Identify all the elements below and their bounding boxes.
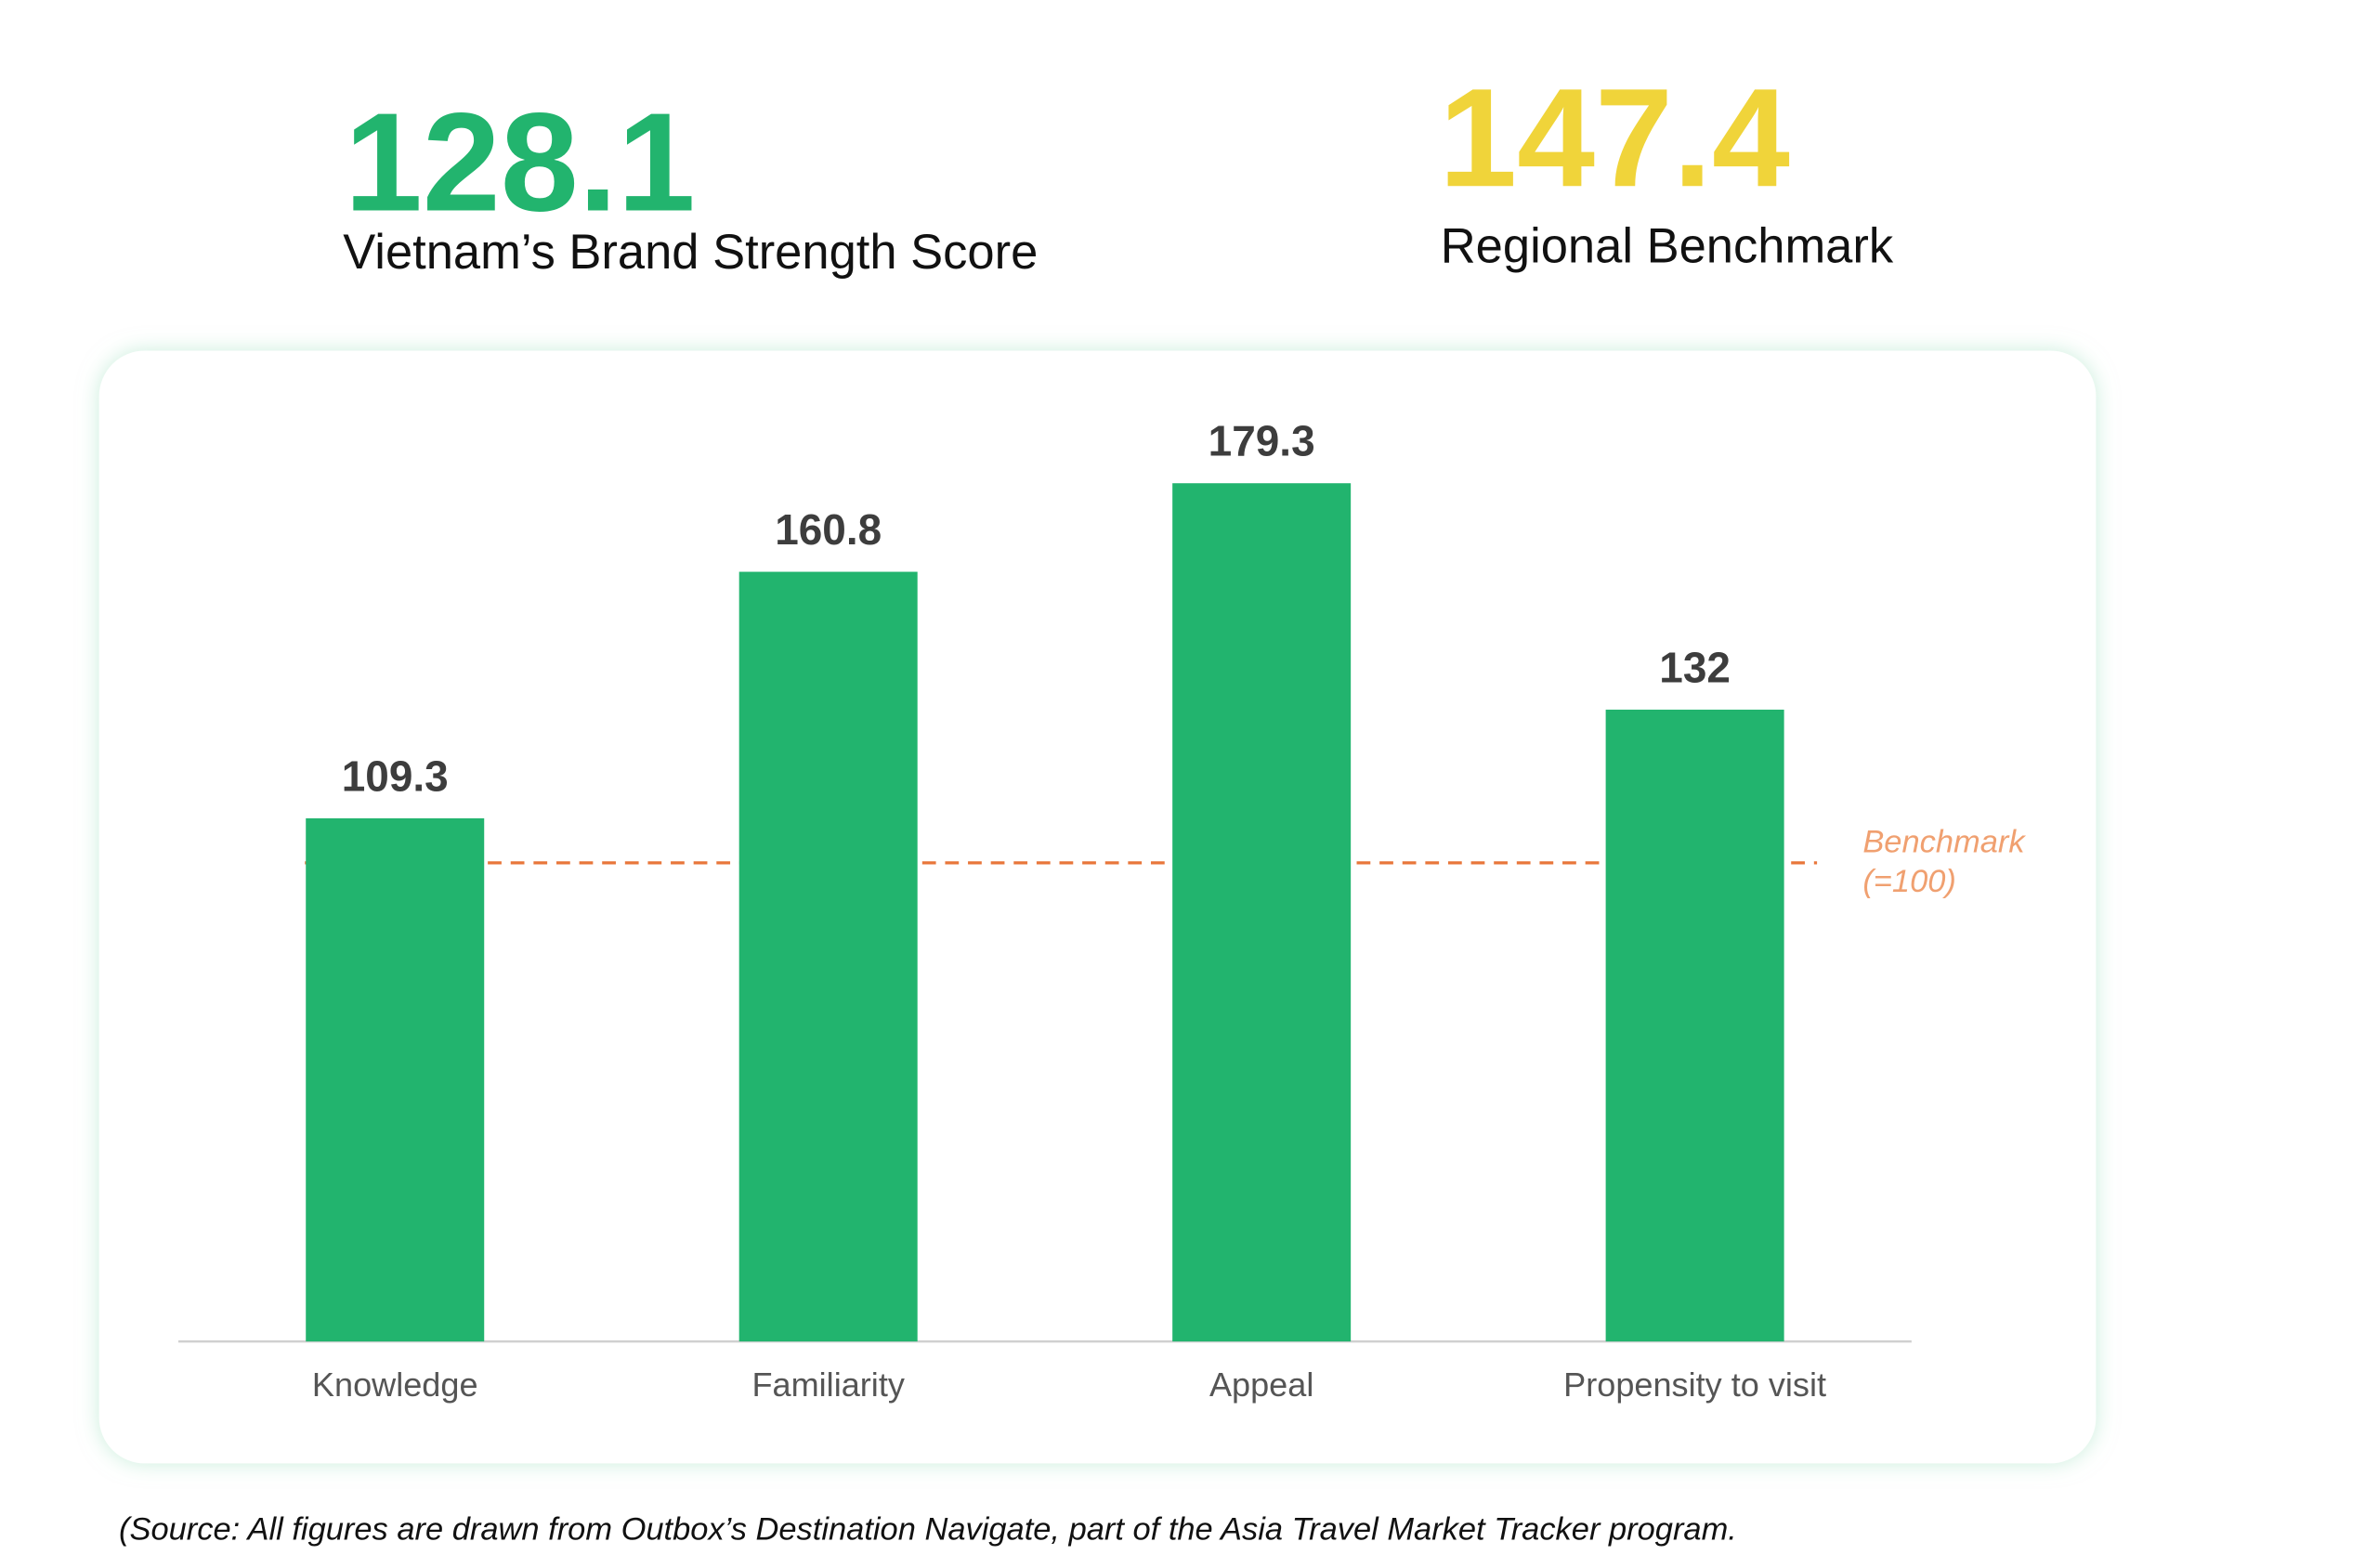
bar (1605, 709, 1784, 1342)
value-label: 109.3 (342, 751, 449, 800)
benchmark-label: Regional Benchmark (1441, 218, 1894, 273)
headline-value: 128.1 (345, 83, 696, 240)
x-tick-label: Familiarity (751, 1365, 904, 1404)
benchmark-annotation: (=100) (1862, 864, 1956, 899)
bar (738, 571, 918, 1342)
x-tick-label: Knowledge (312, 1365, 478, 1404)
value-label: 132 (1659, 643, 1731, 691)
chart-card (98, 350, 2097, 1464)
bar (306, 817, 485, 1342)
headline-label: Vietnam’s Brand Strength Score (343, 225, 1038, 280)
value-label: 160.8 (775, 505, 882, 554)
x-tick-label: Propensity to visit (1563, 1365, 1826, 1404)
value-label: 179.3 (1209, 417, 1315, 465)
benchmark-value: 147.4 (1439, 59, 1790, 216)
bar (1172, 483, 1352, 1342)
benchmark-annotation: Benchmark (1862, 824, 2026, 859)
plot: Benchmark (=100) 109.3 Knowledge 160.8 Famili… (178, 417, 2026, 1404)
x-tick-label: Appeal (1209, 1365, 1313, 1404)
source-note: (Source: All figures are drawn from Outb… (119, 1511, 1737, 1547)
